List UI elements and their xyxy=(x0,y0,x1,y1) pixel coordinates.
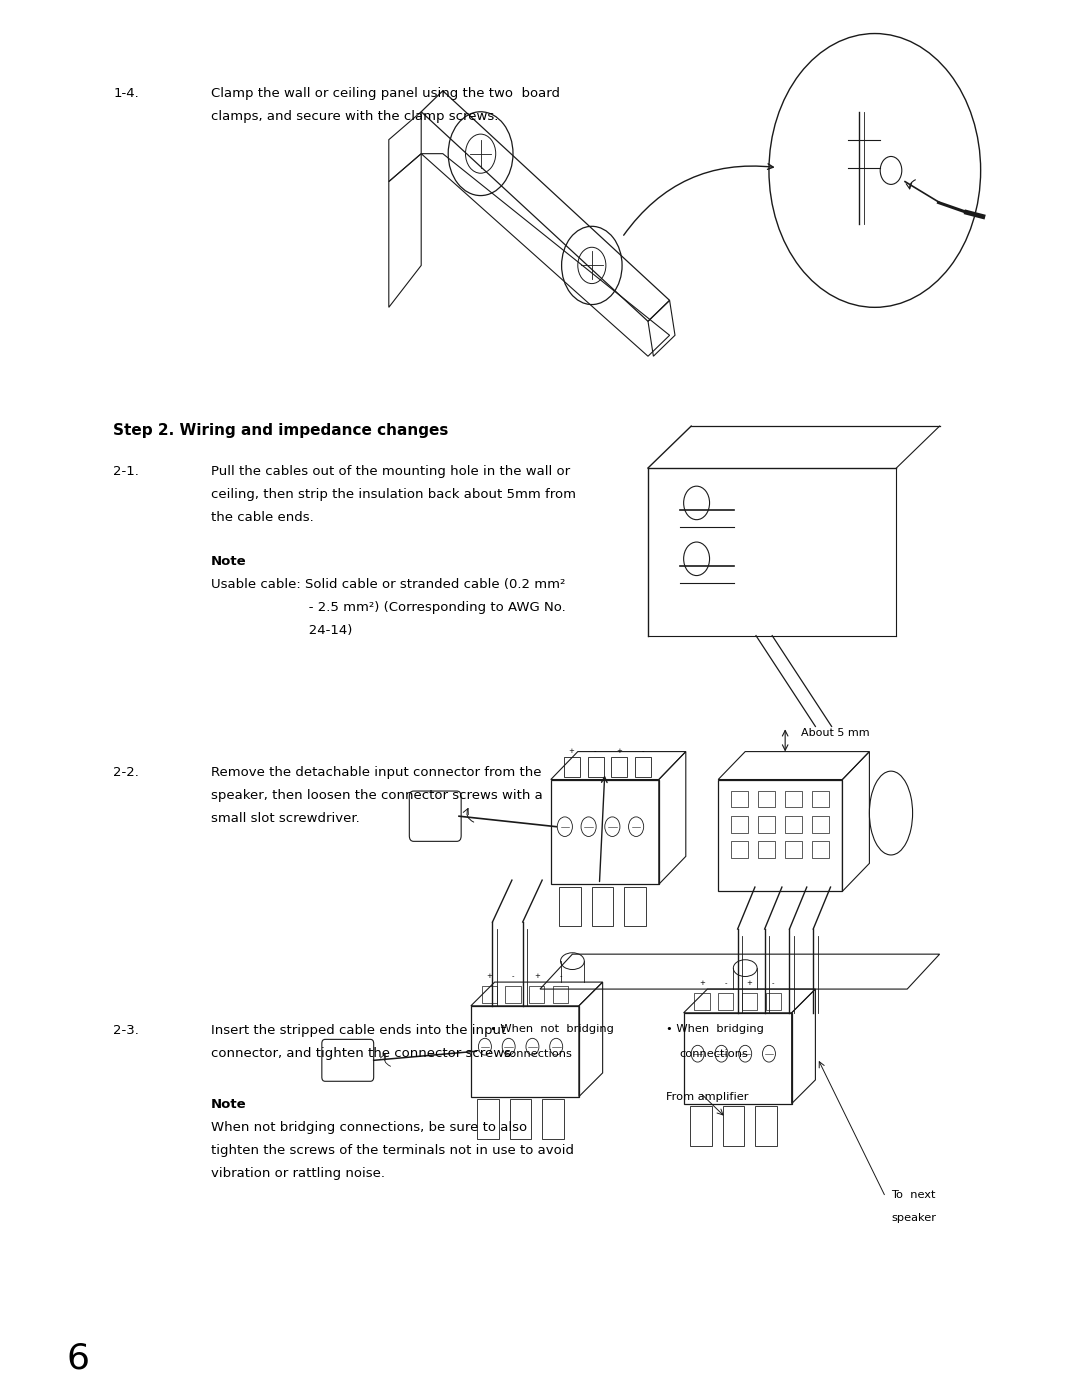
Text: - 2.5 mm²) (Corresponding to AWG No.: - 2.5 mm²) (Corresponding to AWG No. xyxy=(211,601,565,615)
Text: -: - xyxy=(559,974,562,979)
Text: 1-4.: 1-4. xyxy=(113,87,139,99)
Text: Pull the cables out of the mounting hole in the wall or: Pull the cables out of the mounting hole… xyxy=(211,465,570,478)
Bar xyxy=(718,780,842,891)
Bar xyxy=(542,1099,564,1139)
Text: +: + xyxy=(534,974,540,979)
Text: -: - xyxy=(512,974,514,979)
Bar xyxy=(553,986,568,1003)
Text: 24-14): 24-14) xyxy=(211,624,352,637)
Bar xyxy=(477,1099,499,1139)
Text: -: - xyxy=(725,981,727,986)
Text: -: - xyxy=(642,749,644,754)
Bar xyxy=(723,1106,744,1146)
Bar xyxy=(758,816,775,833)
Text: Insert the stripped cable ends into the input: Insert the stripped cable ends into the … xyxy=(211,1024,505,1037)
Text: speaker: speaker xyxy=(891,1213,936,1224)
Text: 2-1.: 2-1. xyxy=(113,465,139,478)
Text: +: + xyxy=(568,749,575,754)
Text: From amplifier: From amplifier xyxy=(666,1092,748,1102)
Text: • When  not  bridging: • When not bridging xyxy=(490,1024,615,1034)
Bar xyxy=(758,841,775,858)
Bar xyxy=(559,887,581,926)
Text: the cable ends.: the cable ends. xyxy=(211,511,313,524)
Bar xyxy=(766,993,781,1010)
Bar xyxy=(785,791,802,807)
Text: Clamp the wall or ceiling panel using the two  board: Clamp the wall or ceiling panel using th… xyxy=(211,87,559,99)
Bar xyxy=(731,791,748,807)
Bar xyxy=(742,993,757,1010)
Bar xyxy=(731,816,748,833)
Text: 2-3.: 2-3. xyxy=(113,1024,139,1037)
Bar xyxy=(624,887,646,926)
Text: connections: connections xyxy=(503,1049,572,1059)
Bar xyxy=(551,780,659,884)
Text: small slot screwdriver.: small slot screwdriver. xyxy=(211,812,360,824)
Bar xyxy=(684,1013,792,1104)
Text: Step 2. Wiring and impedance changes: Step 2. Wiring and impedance changes xyxy=(113,423,449,439)
Text: +: + xyxy=(616,749,622,754)
Text: +: + xyxy=(486,974,492,979)
Text: +: + xyxy=(746,981,753,986)
Text: Remove the detachable input connector from the: Remove the detachable input connector fr… xyxy=(211,766,541,778)
Text: • When  bridging: • When bridging xyxy=(666,1024,765,1034)
Bar xyxy=(611,757,627,777)
Bar xyxy=(758,791,775,807)
Bar xyxy=(812,841,829,858)
Bar xyxy=(471,1006,579,1097)
Text: connector, and tighten the connector screws.: connector, and tighten the connector scr… xyxy=(211,1048,515,1060)
Text: tighten the screws of the terminals not in use to avoid: tighten the screws of the terminals not … xyxy=(211,1144,573,1157)
Text: connections: connections xyxy=(679,1049,748,1059)
Bar xyxy=(510,1099,531,1139)
Bar xyxy=(592,887,613,926)
Text: About 5 mm: About 5 mm xyxy=(801,728,870,739)
Text: 6: 6 xyxy=(67,1341,90,1375)
Text: Note: Note xyxy=(211,556,246,569)
Text: +: + xyxy=(699,981,705,986)
Bar xyxy=(812,791,829,807)
Bar xyxy=(731,841,748,858)
Text: 2-2.: 2-2. xyxy=(113,766,139,778)
Bar xyxy=(505,986,521,1003)
Text: vibration or rattling noise.: vibration or rattling noise. xyxy=(211,1166,384,1180)
Bar xyxy=(812,816,829,833)
Text: When not bridging connections, be sure to also: When not bridging connections, be sure t… xyxy=(211,1120,527,1134)
Text: speaker, then loosen the connector screws with a: speaker, then loosen the connector screw… xyxy=(211,788,542,802)
Bar xyxy=(690,1106,712,1146)
Bar xyxy=(635,757,651,777)
Bar xyxy=(482,986,497,1003)
Text: Usable cable: Solid cable or stranded cable (0.2 mm²: Usable cable: Solid cable or stranded ca… xyxy=(211,578,565,591)
Bar xyxy=(529,986,544,1003)
Text: Note: Note xyxy=(211,1098,246,1111)
Text: To  next: To next xyxy=(891,1190,935,1200)
Text: clamps, and secure with the clamp screws.: clamps, and secure with the clamp screws… xyxy=(211,110,498,123)
Bar xyxy=(694,993,710,1010)
Text: ceiling, then strip the insulation back about 5mm from: ceiling, then strip the insulation back … xyxy=(211,488,576,502)
Bar xyxy=(718,993,733,1010)
Bar xyxy=(785,841,802,858)
Text: -: - xyxy=(594,749,596,754)
Bar xyxy=(564,757,580,777)
Bar xyxy=(588,757,604,777)
Text: -: - xyxy=(772,981,774,986)
Bar xyxy=(785,816,802,833)
Bar xyxy=(755,1106,777,1146)
